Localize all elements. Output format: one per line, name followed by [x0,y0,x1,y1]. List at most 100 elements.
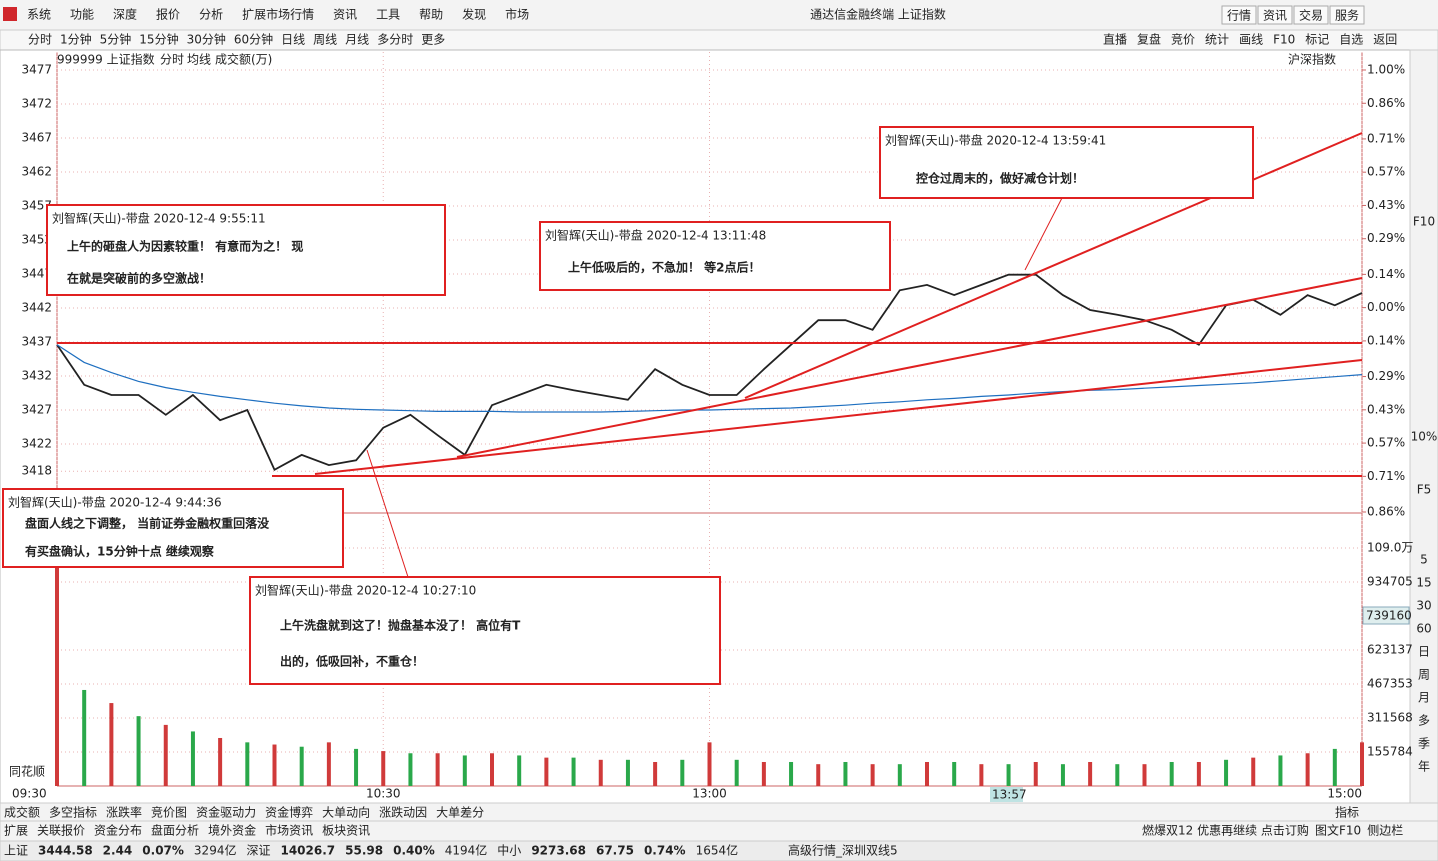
sidebar-button[interactable]: 月 [1418,691,1430,705]
sidebar-button[interactable]: 多 [1418,714,1430,728]
annotation-header: 刘智辉(天山)-带盘 2020-12-4 13:11:48 [545,228,766,243]
status-pct: 0.74% [644,844,686,858]
info-tab[interactable]: 资金分布 [94,823,142,838]
y2-tick-label: 0.86% [1367,505,1405,519]
indicator-tab[interactable]: 竞价图 [151,806,187,820]
y2-tick-label: 0.57% [1367,436,1405,450]
volume-bar [218,737,223,786]
info-tab[interactable]: 板块资讯 [322,824,370,838]
indicator-button[interactable]: 指标 [1335,805,1359,820]
volume-bar [1033,761,1038,786]
trend-line [456,277,1363,458]
period-tab[interactable]: 多分时 [377,33,413,47]
volume-tick-label: 155784 [1367,745,1413,759]
tool-tab[interactable]: 直播 [1103,33,1127,47]
top-button-frame [1221,5,1257,25]
sidebar-button[interactable]: 15 [1416,576,1431,590]
status-change: 67.75 [596,844,634,858]
y-tick-label: 3472 [21,97,52,111]
menu-item[interactable]: 深度 [113,7,137,22]
menu-item[interactable]: 报价 [156,7,180,22]
tool-tab[interactable]: 返回 [1373,33,1397,47]
indicator-tab[interactable]: 多空指标 [49,805,97,820]
period-tab[interactable]: 1分钟 [60,32,92,47]
sidebar-button[interactable]: F10 [1413,215,1435,229]
indicator-tab[interactable]: 资金驱动力 [196,805,256,820]
menu-item[interactable]: 资讯 [333,8,357,22]
menu-item[interactable]: 帮助 [419,8,443,22]
menu-item[interactable]: 系统 [27,8,51,22]
period-tab[interactable]: 更多 [421,33,445,47]
volume-bar [870,764,875,786]
promo[interactable]: 燃爆双12 优惠再继续 点击订购 [1142,823,1309,838]
menu-item[interactable]: 发现 [462,7,486,22]
sidebar-button[interactable]: 季 [1418,737,1430,751]
menu-item[interactable]: 扩展市场行情 [242,7,314,22]
top-button-frame [1329,5,1365,25]
indicator-tab[interactable]: 资金博弈 [265,805,313,820]
x-tick-label: 15:00 [1327,787,1362,801]
period-tab[interactable]: 5分钟 [100,32,132,47]
sidebar-button[interactable]: F5 [1417,483,1432,497]
volume-bar [1332,748,1337,786]
volume-tick-label: 623137 [1367,642,1413,656]
menu-item[interactable]: 市场 [505,7,529,22]
indicator-tab[interactable]: 成交额 [4,805,40,820]
sidebar-button[interactable]: 60 [1416,622,1431,636]
volume-bar [1115,764,1120,786]
volume-bar [680,759,685,786]
chart-subtitle: 沪深指数 [1288,52,1336,67]
period-tab[interactable]: 30分钟 [187,32,226,47]
tool-tab[interactable]: 竞价 [1171,33,1195,47]
sidebar-button[interactable]: 周 [1418,668,1430,682]
tool-tab[interactable]: 标记 [1305,33,1329,47]
sidebar-button[interactable]: 5 [1420,553,1428,567]
top-button[interactable]: 交易 [1299,8,1323,23]
volume-bar [163,724,168,786]
volume-bar [1088,761,1093,786]
info-link[interactable]: 图文F10 [1315,823,1361,838]
indicator-tab[interactable]: 涨跌率 [106,805,142,820]
annotation-text: 在就是突破前的多空激战！ [67,271,211,286]
tool-tab[interactable]: F10 [1273,33,1295,47]
tool-tab[interactable]: 自选 [1339,33,1363,47]
info-tab[interactable]: 市场资讯 [265,823,313,838]
info-tab[interactable]: 关联报价 [37,823,85,838]
annotation-box [879,126,1254,199]
top-button[interactable]: 资讯 [1263,9,1287,23]
menu-item[interactable]: 工具 [376,8,400,22]
top-button[interactable]: 服务 [1335,8,1359,23]
sidebar-button[interactable]: 10% [1411,430,1438,444]
tool-tab[interactable]: 复盘 [1137,32,1161,47]
sidebar-button[interactable]: 年 [1418,760,1430,774]
info-tab[interactable]: 境外资金 [208,823,256,838]
period-tab[interactable]: 日线 [281,33,305,47]
info-tab[interactable]: 盘面分析 [151,823,199,838]
volume-bar [761,761,766,786]
indicator-tab[interactable]: 涨跌动因 [379,805,427,820]
period-tab[interactable]: 分时 [28,33,52,47]
menu-item[interactable]: 分析 [199,8,223,22]
volume-bar [435,753,440,786]
info-link[interactable]: 侧边栏 [1367,823,1403,838]
period-tab[interactable]: 15分钟 [139,32,178,47]
top-button[interactable]: 行情 [1227,9,1251,23]
indicator-tab[interactable]: 大单动向 [322,805,370,820]
period-tab[interactable]: 周线 [313,33,337,47]
menu-item[interactable]: 功能 [70,8,94,22]
indicator-tab[interactable]: 大单差分 [436,806,484,820]
info-tab[interactable]: 扩展 [4,824,28,838]
sidebar-button[interactable]: 30 [1416,599,1431,613]
tool-tab[interactable]: 统计 [1205,33,1229,47]
period-tab[interactable]: 60分钟 [234,32,273,47]
volume-bar [381,751,386,786]
y2-tick-label: 0.71% [1367,131,1405,145]
period-tab[interactable]: 月线 [345,33,369,47]
y-tick-label: 3418 [21,464,52,478]
status-amount: 4194亿 [445,843,488,858]
annotation-text: 上午的砸盘人为因素较重！ 有意而为之！ 现 [67,239,303,254]
sidebar-button[interactable]: 日 [1418,645,1430,659]
status-price: 14026.7 [280,844,335,858]
tool-tab[interactable]: 画线 [1239,33,1263,47]
volume-bar [190,731,195,786]
